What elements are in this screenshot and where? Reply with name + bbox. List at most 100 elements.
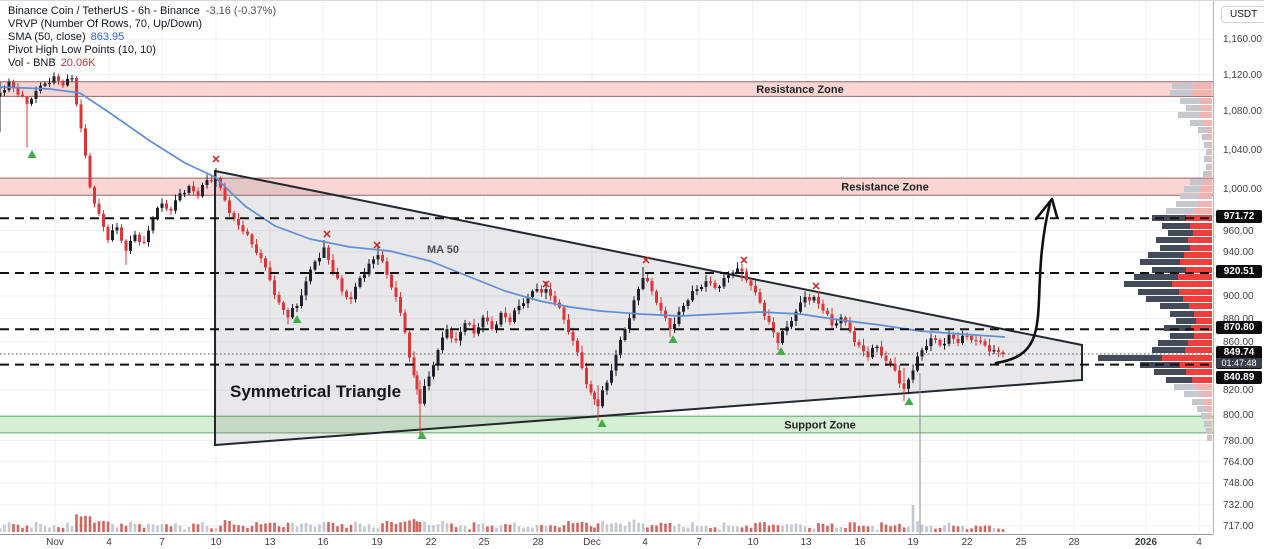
candle-body	[255, 244, 258, 254]
candle-body	[853, 331, 856, 343]
legend-symbol-row[interactable]: Binance Coin / TetherUS - 6h - Binance -3…	[8, 5, 276, 18]
candle-body	[745, 271, 748, 281]
time-axis-label: 13	[800, 537, 812, 548]
candle-body	[205, 180, 209, 185]
volume-profile-bar	[1174, 384, 1196, 390]
candle-body	[526, 296, 530, 304]
candle-body	[650, 281, 654, 292]
chart-canvas[interactable]: Resistance Zone Resistance Zone Support Zo…	[0, 1, 1213, 534]
volume-bar	[415, 521, 419, 532]
volume-profile-bar	[1176, 318, 1196, 324]
time-axis-label: 28	[1068, 537, 1080, 548]
volume-profile-bar	[1152, 267, 1186, 273]
volume-bar	[745, 525, 748, 532]
volume-bar	[88, 516, 92, 532]
volume-bar	[562, 525, 566, 532]
volume-profile-bar	[1152, 347, 1185, 353]
price-axis-label: 900.00	[1223, 290, 1254, 302]
candle-body	[857, 342, 861, 346]
volume-profile-bar	[1193, 230, 1212, 236]
candle-body	[974, 340, 978, 342]
volume-bar	[776, 525, 780, 532]
price-axis-label: 1,120.00	[1223, 69, 1262, 81]
candle-body	[16, 88, 20, 95]
candle-body	[79, 104, 83, 129]
candle-body	[799, 302, 802, 312]
volume-bar	[412, 519, 416, 532]
price-axis[interactable]: USDT 1,160.00 1,120.00 1,080.00 1,040.00 1,0…	[1213, 1, 1264, 534]
legend-sma-row[interactable]: SMA (50, close) 863.95	[8, 31, 125, 43]
volume-bar	[585, 522, 588, 532]
candle-body	[902, 383, 906, 389]
legend-pivot-row[interactable]: Pivot High Low Points (10, 10)	[8, 44, 156, 56]
volume-bar	[313, 526, 317, 532]
candle-body	[808, 296, 811, 301]
time-axis-label: 2026	[1134, 537, 1158, 548]
candle-body	[403, 312, 407, 333]
volume-bar	[567, 521, 570, 532]
volume-profile-bar	[1188, 340, 1212, 346]
candle-body	[436, 350, 440, 366]
legend-volume-row[interactable]: Vol - BNB 20.06K	[8, 57, 96, 69]
volume-bar	[513, 522, 516, 532]
candle-body	[30, 98, 33, 104]
volume-bar	[785, 524, 789, 532]
candle-body	[875, 346, 879, 349]
price-badge: 849.74 01:47:48	[1216, 345, 1262, 369]
candle-body	[201, 184, 204, 197]
candle-body	[619, 339, 622, 355]
volume-bar	[75, 514, 78, 532]
volume-bar	[947, 523, 951, 532]
legend-vrvp-row[interactable]: VRVP (Number Of Rows, 70, Up/Down)	[8, 18, 202, 30]
volume-bar	[952, 525, 955, 532]
volume-bar	[659, 522, 663, 532]
volume-bar	[376, 528, 380, 532]
candle-body	[763, 302, 766, 316]
candle-body	[300, 295, 303, 306]
volume-profile-bar	[1189, 303, 1212, 309]
volume-bar	[61, 527, 65, 532]
symbol-title: Binance Coin / TetherUS - 6h - Binance	[8, 5, 200, 17]
volume-bar	[758, 522, 762, 532]
volume-bar	[228, 521, 231, 532]
volume-bar	[601, 520, 604, 532]
volume-bar	[943, 525, 946, 532]
candle-body	[817, 296, 820, 304]
currency-unit-button[interactable]: USDT	[1221, 6, 1264, 23]
volume-bar	[508, 524, 512, 532]
candle-body	[646, 277, 649, 282]
candle-body	[174, 200, 177, 211]
volume-bar	[767, 525, 771, 532]
time-axis[interactable]: Nov 4 7 10 13 16 19 22 25 28 Dec 4 7 10 13 16 19 22 25 28 20…	[0, 534, 1213, 549]
volume-bar	[988, 525, 991, 532]
volume-bar	[214, 528, 218, 532]
candle-body	[499, 312, 503, 325]
volume-profile-bar	[1209, 421, 1212, 427]
price-axis-label: 717.00	[1223, 520, 1254, 532]
volume-bar	[549, 525, 552, 532]
volume-bar	[399, 522, 402, 532]
volume-profile-bar	[1184, 186, 1200, 192]
volume-profile-bar	[1198, 201, 1212, 207]
candle-body	[93, 187, 96, 204]
volume-bar	[129, 521, 132, 532]
volume-profile-bar	[1170, 90, 1192, 96]
resistance-zone-label: Resistance Zone	[841, 182, 928, 194]
volume-bar	[349, 524, 353, 532]
volume-bar	[596, 523, 600, 532]
volume-bar	[291, 522, 294, 532]
candle-body	[124, 240, 128, 251]
volume-profile-bar	[1196, 318, 1212, 324]
volume-bar	[3, 524, 6, 532]
volume-bar	[571, 523, 575, 532]
volume-bar	[526, 526, 530, 532]
candle-body	[331, 259, 335, 273]
volume-profile-bar	[1156, 237, 1188, 243]
volume-profile-bar	[1194, 311, 1212, 317]
pivot-low-marker	[292, 315, 302, 323]
candle-body	[673, 323, 676, 329]
volume-bar	[481, 523, 485, 532]
volume-bar	[48, 527, 51, 532]
candle-body	[415, 375, 419, 390]
volume-bar	[517, 526, 521, 532]
